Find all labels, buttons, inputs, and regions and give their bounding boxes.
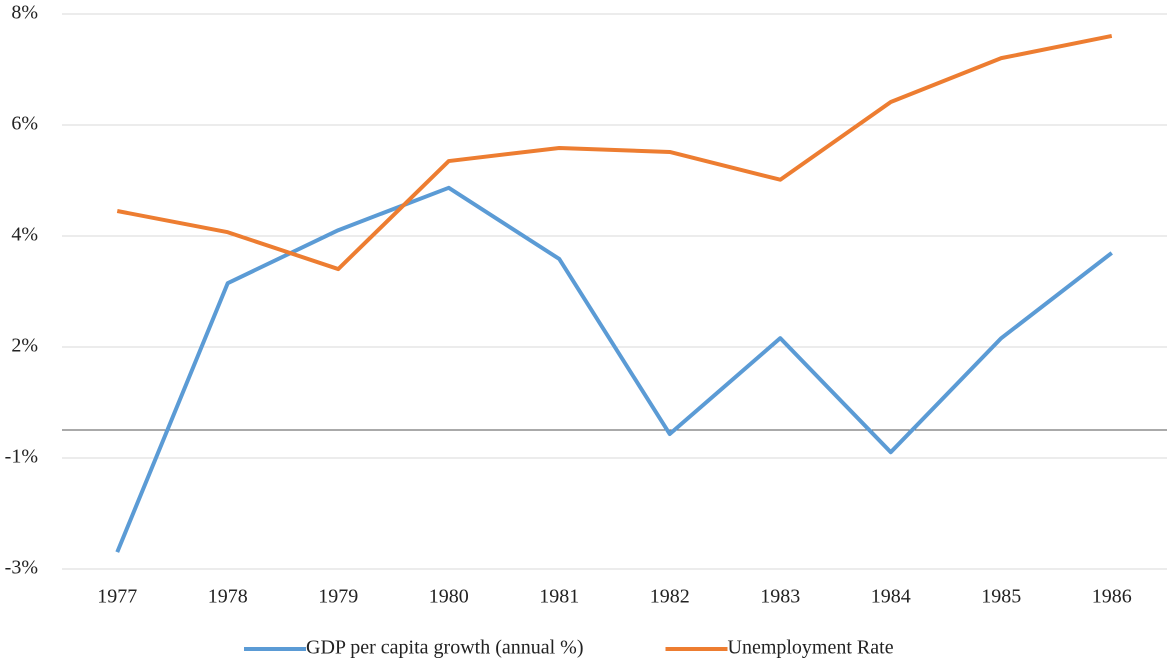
x-tick-label: 1978: [208, 586, 248, 608]
x-tick-label: 1986: [1092, 586, 1132, 608]
x-tick-label: 1983: [760, 586, 800, 608]
y-tick-label: -3%: [5, 557, 38, 579]
legend-label: GDP per capita growth (annual %): [306, 637, 584, 659]
y-tick-label: 8%: [11, 2, 38, 24]
y-tick-label: 6%: [11, 113, 38, 135]
x-tick-label: 1979: [318, 586, 358, 608]
y-tick-label: -1%: [5, 446, 38, 468]
series-line: [116, 33, 1113, 272]
x-tick-label: 1980: [429, 586, 469, 608]
series-line: [115, 185, 1113, 553]
x-tick-label: 1984: [871, 586, 911, 608]
y-tick-label: 2%: [11, 335, 38, 357]
legend-label: Unemployment Rate: [728, 637, 894, 659]
x-tick-label: 1981: [539, 586, 579, 608]
x-tick-label: 1985: [981, 586, 1021, 608]
x-tick-label: 1977: [97, 586, 137, 608]
x-tick-label: 1982: [650, 586, 690, 608]
y-tick-label: 4%: [11, 224, 38, 246]
